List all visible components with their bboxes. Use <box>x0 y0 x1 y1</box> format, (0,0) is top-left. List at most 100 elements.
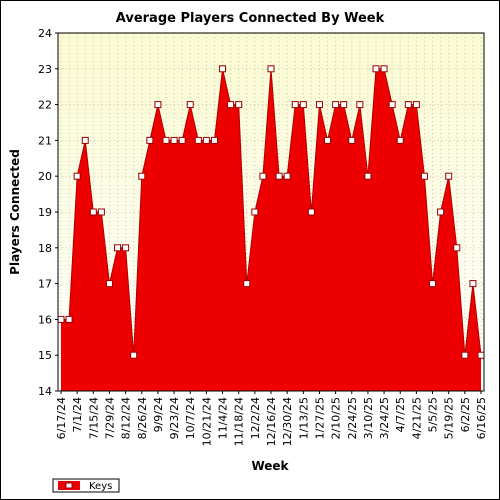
data-point-marker <box>477 351 485 359</box>
y-tick-label: 15 <box>38 349 52 362</box>
x-tick-label: 9/23/24 <box>168 397 181 439</box>
data-point-marker <box>332 101 340 109</box>
y-tick-label: 22 <box>38 99 52 112</box>
x-tick-label: 6/2/25 <box>459 397 472 432</box>
data-point-marker <box>89 208 97 216</box>
data-point-marker <box>453 244 461 252</box>
legend-label: Keys <box>89 481 112 492</box>
data-point-marker <box>65 315 73 323</box>
x-tick-label: 11/18/24 <box>233 397 246 446</box>
data-point-marker <box>348 136 356 144</box>
x-axis-label: Week <box>251 459 289 473</box>
data-point-marker <box>437 208 445 216</box>
x-tick-label: 8/26/24 <box>136 397 149 439</box>
legend: Keys <box>52 478 120 493</box>
data-point-marker <box>186 101 194 109</box>
data-point-marker <box>194 136 202 144</box>
x-tick-label: 7/1/24 <box>71 397 84 432</box>
y-axis-label: Players Connected <box>8 149 22 275</box>
data-point-marker <box>130 351 138 359</box>
data-point-marker <box>154 101 162 109</box>
data-point-marker <box>202 136 210 144</box>
data-point-marker <box>267 65 275 73</box>
data-point-marker <box>243 280 251 288</box>
data-point-marker <box>105 280 113 288</box>
data-point-marker <box>73 172 81 180</box>
data-point-marker <box>445 172 453 180</box>
x-tick-label: 6/17/24 <box>55 397 68 439</box>
data-point-marker <box>138 172 146 180</box>
y-tick-label: 24 <box>38 27 52 40</box>
data-point-marker <box>356 101 364 109</box>
data-point-marker <box>251 208 259 216</box>
y-tick-label: 23 <box>38 63 52 76</box>
data-point-marker <box>170 136 178 144</box>
y-tick-label: 20 <box>38 170 52 183</box>
data-point-marker <box>412 101 420 109</box>
data-point-marker <box>162 136 170 144</box>
x-tick-label: 5/19/25 <box>443 397 456 439</box>
legend-marker <box>65 482 73 489</box>
data-point-marker <box>461 351 469 359</box>
x-tick-label: 3/10/25 <box>362 397 375 439</box>
data-point-marker <box>340 101 348 109</box>
data-point-marker <box>404 101 412 109</box>
x-tick-label: 10/21/24 <box>200 397 213 446</box>
x-tick-label: 11/4/24 <box>217 397 230 439</box>
data-point-marker <box>283 172 291 180</box>
x-tick-label: 5/5/25 <box>427 397 440 432</box>
data-point-marker <box>372 65 380 73</box>
data-point-marker <box>299 101 307 109</box>
data-point-marker <box>315 101 323 109</box>
data-point-marker <box>396 136 404 144</box>
y-tick-label: 17 <box>38 278 52 291</box>
x-tick-label: 8/12/24 <box>120 397 133 439</box>
chart-title: Average Players Connected By Week <box>116 11 385 26</box>
data-point-marker <box>81 136 89 144</box>
x-tick-label: 1/13/25 <box>297 397 310 439</box>
data-point-marker <box>291 101 299 109</box>
x-tick-label: 7/15/24 <box>87 397 100 439</box>
y-tick-label: 14 <box>38 385 52 398</box>
data-point-marker <box>324 136 332 144</box>
data-point-marker <box>122 244 130 252</box>
data-point-marker <box>388 101 396 109</box>
data-point-marker <box>235 101 243 109</box>
data-point-marker <box>227 101 235 109</box>
data-point-marker <box>469 280 477 288</box>
data-point-marker <box>380 65 388 73</box>
data-point-marker <box>219 65 227 73</box>
data-point-marker <box>307 208 315 216</box>
y-tick-label: 18 <box>38 242 52 255</box>
data-point-marker <box>429 280 437 288</box>
x-tick-label: 2/24/25 <box>346 397 359 439</box>
x-tick-label: 4/21/25 <box>410 397 423 439</box>
data-point-marker <box>57 315 65 323</box>
data-point-marker <box>210 136 218 144</box>
x-tick-label: 1/27/25 <box>313 397 326 439</box>
y-tick-label: 16 <box>38 313 52 326</box>
plot-area: 14 15 16 17 18 19 20 21 22 23 24 6/17/24 7/1/24 7/15/… <box>38 27 488 446</box>
data-point-marker <box>364 172 372 180</box>
data-point-marker <box>178 136 186 144</box>
data-point-marker <box>259 172 267 180</box>
x-tick-label: 7/29/24 <box>103 397 116 439</box>
x-tick-label: 12/16/24 <box>265 397 278 446</box>
x-tick-label: 12/30/24 <box>281 397 294 446</box>
x-tick-label: 10/7/24 <box>184 397 197 439</box>
area-fill-keys <box>61 68 481 392</box>
x-tick-label: 12/2/24 <box>249 397 262 439</box>
y-tick-label: 21 <box>38 134 52 147</box>
data-point-marker <box>114 244 122 252</box>
x-tick-label: 4/7/25 <box>394 397 407 432</box>
data-point-marker <box>420 172 428 180</box>
data-point-marker <box>97 208 105 216</box>
data-point-marker <box>146 136 154 144</box>
x-tick-label: 3/24/25 <box>378 397 391 439</box>
data-point-marker <box>275 172 283 180</box>
plot-border <box>57 32 485 392</box>
x-tick-label: 2/10/25 <box>330 397 343 439</box>
x-tick-label: 6/16/25 <box>475 397 488 439</box>
y-tick-label: 19 <box>38 206 52 219</box>
